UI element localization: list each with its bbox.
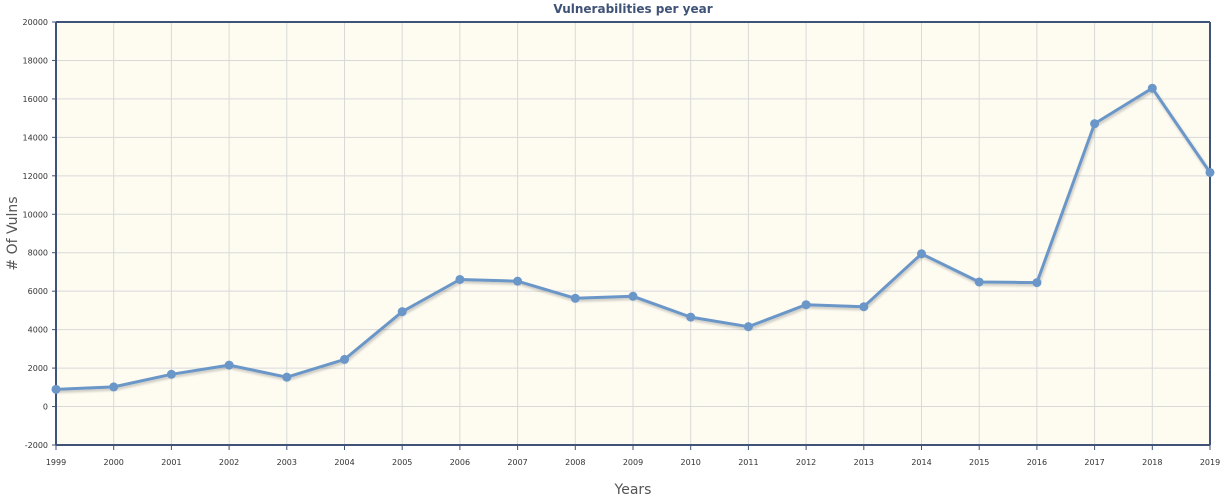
x-tick-label: 2013 <box>854 458 874 467</box>
chart-title: Vulnerabilities per year <box>553 2 712 16</box>
y-tick-label: 12000 <box>23 172 48 181</box>
x-tick-label: 2012 <box>796 458 816 467</box>
y-tick-label: -2000 <box>25 441 48 450</box>
y-tick-label: 2000 <box>28 364 48 373</box>
y-tick-label: 6000 <box>28 287 48 296</box>
x-tick-label: 2001 <box>161 458 181 467</box>
data-point-2011[interactable] <box>743 322 753 332</box>
y-axis-title: # Of Vulns <box>5 196 21 270</box>
x-tick-label: 2003 <box>277 458 297 467</box>
y-tick-label: 8000 <box>28 249 48 258</box>
x-tick-label: 2007 <box>507 458 527 467</box>
data-point-2007[interactable] <box>513 276 523 286</box>
grid-lines <box>55 21 1211 446</box>
y-tick-label: 14000 <box>23 133 48 142</box>
x-tick-label: 2011 <box>738 458 758 467</box>
data-point-2019[interactable] <box>1205 167 1215 177</box>
x-tick-label: 2009 <box>623 458 643 467</box>
y-tick-label: 0 <box>43 403 48 412</box>
data-point-2010[interactable] <box>686 312 696 322</box>
data-point-2006[interactable] <box>455 274 465 284</box>
series-layer <box>51 83 1215 394</box>
x-tick-label: 1999 <box>46 458 66 467</box>
data-point-2000[interactable] <box>109 382 119 392</box>
data-point-2003[interactable] <box>282 372 292 382</box>
y-tick-label: 4000 <box>28 326 48 335</box>
x-tick-label: 2019 <box>1200 458 1220 467</box>
x-tick-label: 2004 <box>334 458 354 467</box>
x-tick-label: 2006 <box>450 458 470 467</box>
x-axis-ticks: 1999 2000 2001 2002 2003 2004 2005 2006 2007 2008… <box>46 445 1220 467</box>
data-point-2012[interactable] <box>801 300 811 310</box>
x-tick-label: 2015 <box>969 458 989 467</box>
y-tick-label: 20000 <box>23 18 48 27</box>
x-tick-label: 2016 <box>1027 458 1047 467</box>
x-axis-title: Years <box>614 482 652 498</box>
x-tick-label: 2008 <box>565 458 585 467</box>
data-point-2009[interactable] <box>628 291 638 301</box>
data-point-2008[interactable] <box>570 293 580 303</box>
data-point-2018[interactable] <box>1147 83 1157 93</box>
data-point-2005[interactable] <box>397 307 407 317</box>
data-point-2002[interactable] <box>224 360 234 370</box>
data-point-2016[interactable] <box>1032 278 1042 288</box>
data-point-2017[interactable] <box>1090 119 1100 129</box>
x-tick-label: 2018 <box>1142 458 1162 467</box>
data-point-2001[interactable] <box>166 369 176 379</box>
x-tick-label: 2014 <box>911 458 931 467</box>
y-axis-ticks: -2000 0 2000 4000 6000 8000 10000 12000 14000 160… <box>23 18 56 450</box>
x-tick-label: 2000 <box>104 458 124 467</box>
data-point-2004[interactable] <box>340 354 349 364</box>
data-point-1999[interactable] <box>51 384 61 394</box>
data-point-2013[interactable] <box>859 302 869 312</box>
y-tick-label: 18000 <box>23 56 48 65</box>
y-tick-label: 10000 <box>23 210 48 219</box>
x-tick-label: 2002 <box>219 458 239 467</box>
y-tick-label: 16000 <box>23 95 48 104</box>
x-tick-label: 2010 <box>681 458 701 467</box>
x-tick-label: 2005 <box>392 458 412 467</box>
data-point-2014[interactable] <box>917 249 926 259</box>
x-tick-label: 2017 <box>1084 458 1104 467</box>
data-point-2015[interactable] <box>974 277 984 287</box>
